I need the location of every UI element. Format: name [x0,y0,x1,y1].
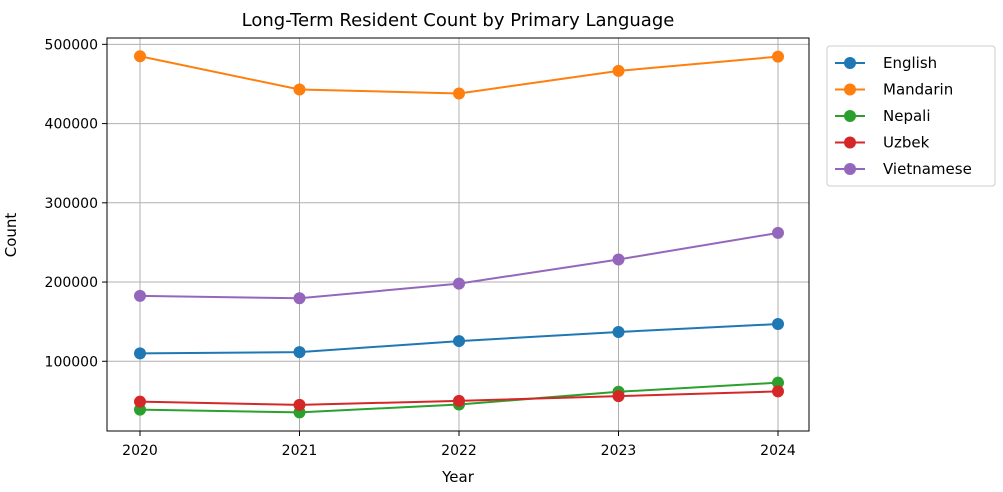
legend-swatch-marker [844,110,856,122]
data-point-mandarin [293,83,306,96]
data-point-vietnamese [612,253,625,266]
legend-item-vietnamese: Vietnamese [835,160,972,178]
data-point-uzbek [134,395,146,408]
legend-item-english: English [835,54,937,72]
legend-frame [826,45,996,187]
series-group [134,50,784,419]
series-vietnamese [134,226,784,305]
x-axis: 2020 2021 2022 2023 2024 [122,431,796,459]
data-point-uzbek [293,398,306,411]
y-tick-label: 400000 [45,117,98,133]
y-tick-label: 500000 [45,37,98,53]
legend-label: Vietnamese [883,160,972,178]
y-tick-label: 100000 [45,354,98,370]
plot-frame [106,37,810,432]
data-point-vietnamese [134,289,146,302]
data-point-english [134,347,146,360]
legend-swatch-marker [844,136,856,149]
y-axis-label: Count [2,213,20,258]
data-point-vietnamese [453,277,465,290]
legend: English Mandarin Nepali Uzbek Vietnamese [826,45,996,187]
data-point-english [293,346,306,359]
x-tick-label: 2022 [441,443,477,459]
data-point-mandarin [453,87,465,100]
data-point-english [772,318,784,331]
legend-swatch-marker [844,83,856,96]
y-axis: 100000 200000 300000 400000 500000 [45,37,107,370]
legend-label: Nepali [883,107,931,125]
legend-item-nepali: Nepali [835,107,931,125]
series-mandarin [134,50,784,100]
legend-item-mandarin: Mandarin [835,81,953,99]
y-tick-label: 200000 [45,275,98,291]
data-point-english [453,335,465,348]
data-point-vietnamese [293,292,306,305]
x-tick-label: 2023 [601,443,637,459]
legend-item-uzbek: Uzbek [835,134,930,152]
y-tick-label: 300000 [45,196,98,212]
data-point-uzbek [612,390,625,403]
x-tick-label: 2020 [122,443,158,459]
data-point-uzbek [772,385,784,398]
series-english [134,318,784,360]
data-point-mandarin [612,64,625,77]
legend-swatch-marker [844,57,856,69]
legend-label: Mandarin [883,81,953,99]
data-point-mandarin [772,50,784,63]
chart-title: Long-Term Resident Count by Primary Lang… [242,10,675,31]
legend-label: Uzbek [883,134,930,152]
x-tick-label: 2024 [760,443,796,459]
data-point-uzbek [453,394,465,407]
series-uzbek [134,385,784,411]
data-point-mandarin [134,50,146,63]
x-tick-label: 2021 [282,443,318,459]
legend-label: English [883,54,937,72]
data-point-vietnamese [772,226,784,239]
legend-swatch-marker [844,163,856,175]
x-axis-label: Year [441,468,475,486]
data-point-nepali [772,376,784,389]
data-point-english [612,325,625,338]
